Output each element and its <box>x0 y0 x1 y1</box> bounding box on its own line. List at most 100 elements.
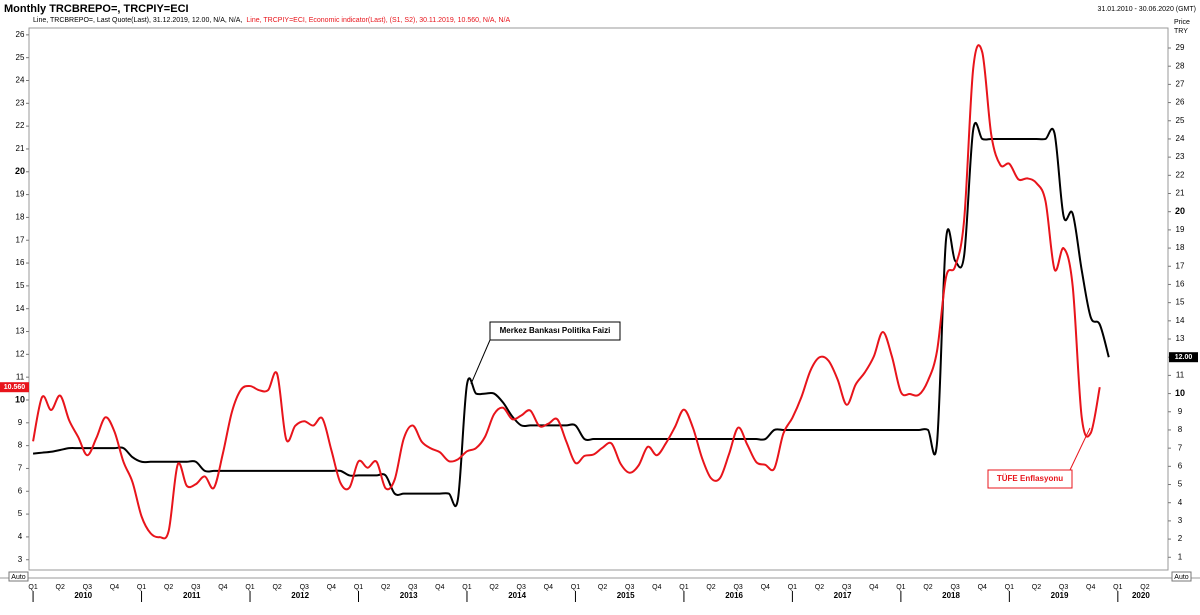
x-group-label: 2013 <box>400 591 418 600</box>
auto-box <box>8 571 29 582</box>
x-tick-label: Q2 <box>381 584 390 591</box>
y2-tick-label: 28 <box>1176 61 1185 70</box>
y2-tick-label: 18 <box>1176 243 1185 252</box>
annotation-box <box>489 321 621 341</box>
y-tick-label: 8 <box>18 441 23 450</box>
x-group-label: 2012 <box>291 591 309 600</box>
y2-tick-label: 2 <box>1178 534 1183 543</box>
y-tick-label: 14 <box>16 304 25 313</box>
annotation: TÜFE Enflasyonu <box>997 474 1063 483</box>
x-tick-label: Q2 <box>1140 584 1149 591</box>
annotation-box <box>987 469 1073 489</box>
y2-tick-label: 14 <box>1176 316 1185 325</box>
y-tick-label: 9 <box>18 418 23 427</box>
x-tick-label: Q1 <box>788 584 797 591</box>
x-tick-label: Q2 <box>815 584 824 591</box>
y-tick-label: 17 <box>16 235 25 244</box>
x-tick-label: Q1 <box>137 584 146 591</box>
last-value-label: 10.560 <box>4 384 26 391</box>
x-tick-label: Q1 <box>896 584 905 591</box>
x-group-label: 2011 <box>183 591 201 600</box>
auto-label: Auto <box>1174 574 1189 581</box>
y2-tick-label: 29 <box>1176 43 1185 52</box>
y-tick-label: 24 <box>16 76 25 85</box>
x-tick-label: Q3 <box>950 584 959 591</box>
y-tick-label: 25 <box>16 53 25 62</box>
last-value-tag <box>0 382 29 393</box>
x-tick-label: Q1 <box>571 584 580 591</box>
x-tick-label: Q3 <box>842 584 851 591</box>
x-tick-label: Q2 <box>489 584 498 591</box>
x-tick-label: Q4 <box>544 584 553 591</box>
y-tick-label: 15 <box>16 281 25 290</box>
y2-tick-label: 26 <box>1176 98 1185 107</box>
x-tick-label: Q1 <box>1005 584 1014 591</box>
x-tick-label: Q1 <box>462 584 471 591</box>
x-tick-label: Q2 <box>598 584 607 591</box>
annotation-connector <box>470 339 491 385</box>
x-tick-label: Q2 <box>1032 584 1041 591</box>
y-tick-label: 16 <box>16 258 25 267</box>
y-tick-label: 18 <box>16 213 25 222</box>
x-tick-label: Q3 <box>191 584 200 591</box>
y2-unit: TRY <box>1174 28 1188 35</box>
last-value-tag <box>1169 352 1198 363</box>
y2-tick-label: 16 <box>1176 280 1185 289</box>
x-tick-label: Q2 <box>272 584 281 591</box>
y2-tick-label: 3 <box>1178 516 1183 525</box>
x-tick-label: Q3 <box>408 584 417 591</box>
y2-tick-label: 17 <box>1176 261 1185 270</box>
last-value-label: 12.00 <box>1175 354 1193 361</box>
y2-tick-label: 27 <box>1176 79 1185 88</box>
y2-tick-label: 24 <box>1176 134 1185 143</box>
x-tick-label: Q3 <box>300 584 309 591</box>
x-tick-label: Q2 <box>56 584 65 591</box>
y-tick-label: 6 <box>18 486 23 495</box>
x-tick-label: Q3 <box>625 584 634 591</box>
y-tick-label: 19 <box>16 190 25 199</box>
annotation-connector <box>1069 427 1091 471</box>
x-tick-label: Q2 <box>706 584 715 591</box>
x-group-label: 2014 <box>508 591 526 600</box>
y2-tick-label: 22 <box>1176 170 1185 179</box>
x-group-label: 2016 <box>725 591 743 600</box>
legend-entry: Line, TRCBREPO=, Last Quote(Last), 31.12… <box>33 17 242 24</box>
x-tick-label: Q4 <box>761 584 770 591</box>
y2-tick-label: 5 <box>1178 480 1183 489</box>
x-tick-label: Q3 <box>83 584 92 591</box>
y-tick-label: 11 <box>16 372 25 381</box>
x-group-label: 2018 <box>942 591 960 600</box>
y2-tick-label: 10 <box>1175 388 1185 398</box>
x-tick-label: Q3 <box>1059 584 1068 591</box>
auto-box <box>1171 571 1192 582</box>
x-group-label: 2019 <box>1051 591 1069 600</box>
x-tick-label: Q1 <box>354 584 363 591</box>
x-tick-label: Q1 <box>1113 584 1122 591</box>
y2-tick-label: 23 <box>1176 152 1185 161</box>
y2-tick-label: 1 <box>1178 552 1183 561</box>
x-tick-label: Q1 <box>679 584 688 591</box>
x-tick-label: Q4 <box>978 584 987 591</box>
plot-frame <box>28 27 1169 571</box>
y2-tick-label: 8 <box>1178 425 1183 434</box>
x-tick-label: Q4 <box>327 584 336 591</box>
y-tick-label: 7 <box>18 464 23 473</box>
x-tick-label: Q1 <box>245 584 254 591</box>
y2-label: Price <box>1174 19 1190 26</box>
y-tick-label: 3 <box>18 555 23 564</box>
y2-tick-label: 19 <box>1176 225 1185 234</box>
legend-entry: Line, TRCPIY=ECI, Economic indicator(Las… <box>246 17 510 24</box>
y-tick-label: 22 <box>16 121 25 130</box>
x-tick-label: Q4 <box>652 584 661 591</box>
y-tick-label: 26 <box>16 30 25 39</box>
auto-label: Auto <box>11 574 26 581</box>
x-tick-label: Q4 <box>869 584 878 591</box>
y2-tick-label: 21 <box>1176 189 1185 198</box>
y-tick-label: 20 <box>15 166 25 176</box>
x-tick-label: Q3 <box>733 584 742 591</box>
series-line <box>32 121 1110 508</box>
x-tick-label: Q4 <box>218 584 227 591</box>
y2-tick-label: 9 <box>1178 407 1183 416</box>
y-tick-label: 21 <box>16 144 25 153</box>
